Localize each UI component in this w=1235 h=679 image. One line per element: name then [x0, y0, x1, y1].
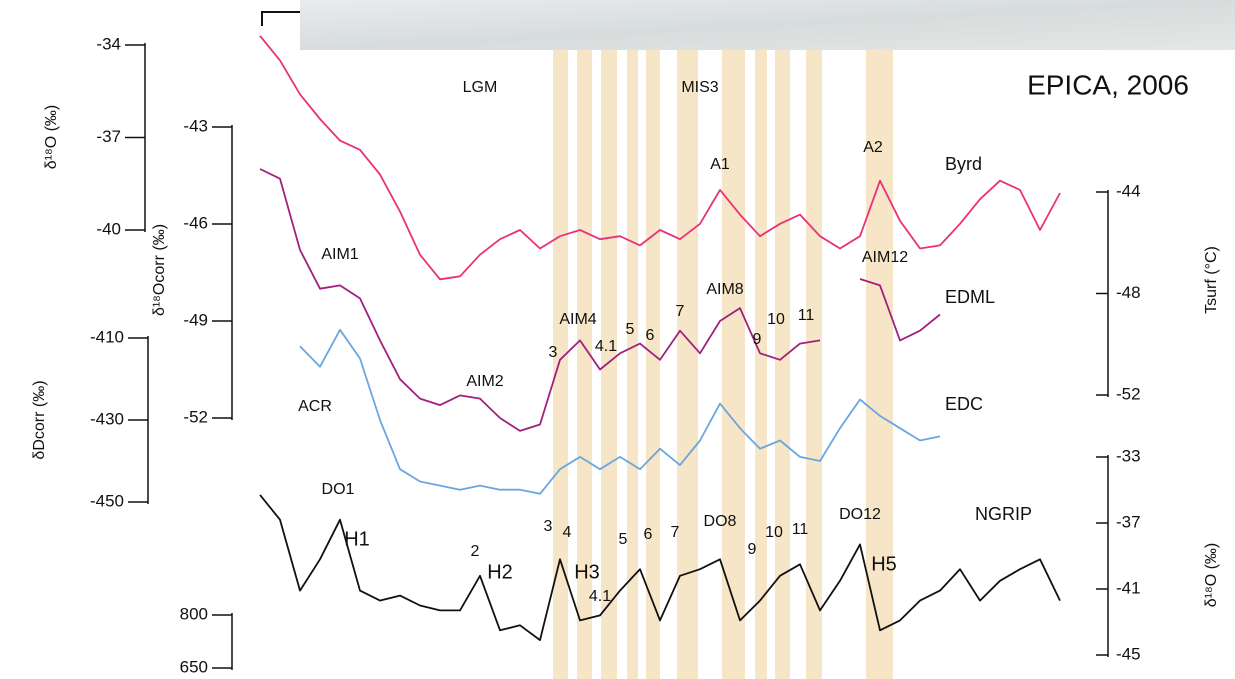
annotation: 4.1	[595, 338, 617, 355]
axis-label: Tsurf (°C)	[1203, 246, 1220, 314]
y-tick-label: -40	[96, 219, 121, 238]
photo-strip	[300, 0, 1235, 50]
annotation: AIM1	[321, 246, 358, 263]
axis-label: δ¹⁸O (‰)	[43, 105, 60, 170]
y-tick-label: -430	[90, 409, 124, 428]
y-tick-label: -37	[96, 127, 121, 146]
y-tick-label: -49	[183, 310, 208, 329]
series-line	[259, 168, 941, 432]
series-name: EDML	[945, 287, 995, 307]
axis-label: δDcorr (‰)	[31, 380, 48, 459]
series-name: NGRIP	[975, 504, 1032, 524]
annotation: 4.1	[589, 588, 611, 605]
annotation: AIM8	[706, 281, 743, 298]
annotation: LGM	[463, 79, 498, 96]
annotation: AIM12	[862, 249, 908, 266]
shaded-intervals	[553, 50, 893, 679]
annotation: ACR	[298, 398, 332, 415]
annotation: A1	[710, 156, 730, 173]
annotation: 3	[549, 344, 558, 361]
y-tick-label: -45	[1116, 644, 1141, 663]
series-line	[259, 35, 1061, 281]
y-tick-label: -52	[1116, 384, 1141, 403]
y-tick-label: -37	[1116, 512, 1141, 531]
y-tick-label: -410	[90, 327, 124, 346]
annotation: 5	[626, 321, 635, 338]
annotation: H2	[487, 561, 513, 583]
annotation: AIM4	[559, 311, 596, 328]
annotation: 7	[676, 303, 685, 320]
y-tick-label: -41	[1116, 578, 1141, 597]
y-tick-label: 650	[180, 657, 208, 676]
frame-bracket	[261, 11, 300, 26]
annotation: 4	[563, 524, 572, 541]
annotation: A2	[863, 139, 883, 156]
annotation: AIM2	[466, 373, 503, 390]
y-tick-label: -33	[1116, 446, 1141, 465]
annotation: 2	[471, 543, 480, 560]
annotation: 10	[765, 524, 783, 541]
annotation: 3	[544, 518, 553, 535]
annotation: H5	[871, 553, 897, 575]
annotation: 11	[792, 521, 809, 538]
series-line	[299, 328, 941, 495]
annotation: DO12	[839, 506, 881, 523]
series-name: Byrd	[945, 154, 982, 174]
y-tick-label: 800	[180, 604, 208, 623]
y-tick-label: -43	[183, 116, 208, 135]
axis-label: δ¹⁸Ocorr (‰)	[151, 224, 168, 316]
annotation: DO8	[704, 513, 737, 530]
annotation: 7	[671, 524, 680, 541]
caption: EPICA, 2006	[1027, 69, 1189, 100]
annotation: 5	[619, 531, 628, 548]
annotation: H1	[344, 528, 370, 550]
annotation: 11	[798, 307, 815, 324]
series-name: EDC	[945, 394, 983, 414]
annotation: 6	[644, 526, 653, 543]
annotation: MIS3	[681, 79, 718, 96]
annotation: 6	[646, 327, 655, 344]
series-line	[259, 494, 1061, 641]
annotation: H3	[574, 561, 600, 583]
annotation: DO1	[322, 481, 355, 498]
y-tick-label: -46	[183, 213, 208, 232]
y-tick-label: -48	[1116, 283, 1141, 302]
y-tick-label: -450	[90, 491, 124, 510]
y-tick-label: -34	[96, 34, 121, 53]
y-tick-label: -44	[1116, 181, 1141, 200]
axis-label: δ¹⁸O (‰)	[1203, 543, 1220, 608]
y-tick-label: -52	[183, 407, 208, 426]
annotation: 10	[767, 311, 785, 328]
annotation: 9	[748, 541, 757, 558]
annotation: 9	[753, 331, 762, 348]
